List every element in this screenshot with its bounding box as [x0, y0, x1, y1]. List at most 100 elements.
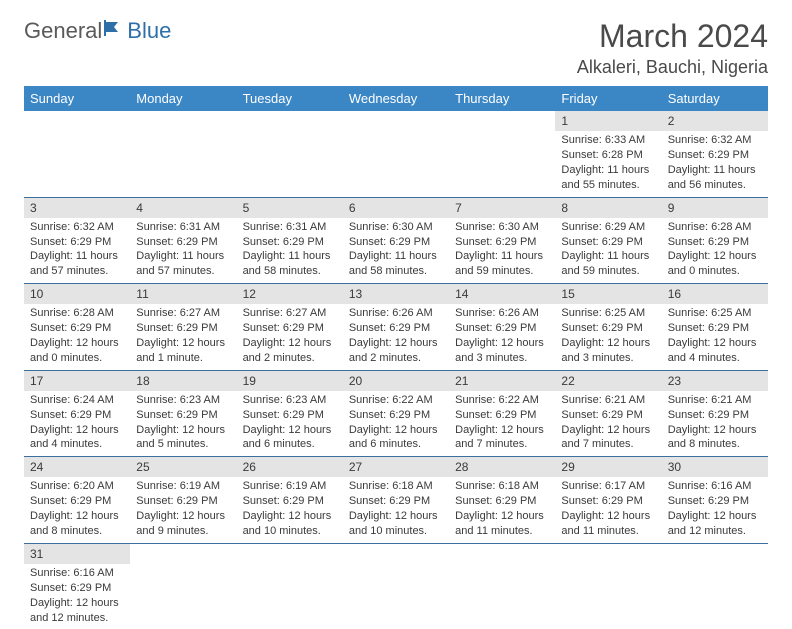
sunrise-text: Sunrise: 6:29 AM: [561, 220, 655, 235]
day-content: Sunrise: 6:30 AMSunset: 6:29 PMDaylight:…: [343, 218, 449, 283]
sunrise-text: Sunrise: 6:31 AM: [243, 220, 337, 235]
weekday-header: Monday: [130, 86, 236, 111]
sunset-text: Sunset: 6:29 PM: [668, 321, 762, 336]
sunrise-text: Sunrise: 6:16 AM: [30, 566, 124, 581]
day-number: 9: [662, 198, 768, 218]
sunrise-text: Sunrise: 6:28 AM: [668, 220, 762, 235]
daylight-text: Daylight: 11 hours and 57 minutes.: [136, 249, 230, 279]
day-content: Sunrise: 6:23 AMSunset: 6:29 PMDaylight:…: [130, 391, 236, 456]
day-number: 12: [237, 284, 343, 304]
daylight-text: Daylight: 12 hours and 3 minutes.: [455, 336, 549, 366]
daylight-text: Daylight: 12 hours and 2 minutes.: [349, 336, 443, 366]
day-content: Sunrise: 6:30 AMSunset: 6:29 PMDaylight:…: [449, 218, 555, 283]
day-content: Sunrise: 6:22 AMSunset: 6:29 PMDaylight:…: [449, 391, 555, 456]
day-number: 14: [449, 284, 555, 304]
day-number: 26: [237, 457, 343, 477]
sunset-text: Sunset: 6:28 PM: [561, 148, 655, 163]
calendar-cell: 22Sunrise: 6:21 AMSunset: 6:29 PMDayligh…: [555, 370, 661, 457]
daylight-text: Daylight: 12 hours and 4 minutes.: [668, 336, 762, 366]
daylight-text: Daylight: 11 hours and 59 minutes.: [561, 249, 655, 279]
day-content: Sunrise: 6:33 AMSunset: 6:28 PMDaylight:…: [555, 131, 661, 196]
daylight-text: Daylight: 12 hours and 10 minutes.: [349, 509, 443, 539]
sunset-text: Sunset: 6:29 PM: [668, 494, 762, 509]
page-title: March 2024: [577, 18, 768, 55]
daylight-text: Daylight: 12 hours and 11 minutes.: [455, 509, 549, 539]
sunset-text: Sunset: 6:29 PM: [561, 235, 655, 250]
day-content: Sunrise: 6:19 AMSunset: 6:29 PMDaylight:…: [130, 477, 236, 542]
location-text: Alkaleri, Bauchi, Nigeria: [577, 57, 768, 78]
calendar-cell: 20Sunrise: 6:22 AMSunset: 6:29 PMDayligh…: [343, 370, 449, 457]
day-number: 16: [662, 284, 768, 304]
day-number: 30: [662, 457, 768, 477]
calendar-cell: 27Sunrise: 6:18 AMSunset: 6:29 PMDayligh…: [343, 457, 449, 544]
day-content: Sunrise: 6:32 AMSunset: 6:29 PMDaylight:…: [24, 218, 130, 283]
calendar-cell: 3Sunrise: 6:32 AMSunset: 6:29 PMDaylight…: [24, 197, 130, 284]
calendar-cell: 17Sunrise: 6:24 AMSunset: 6:29 PMDayligh…: [24, 370, 130, 457]
day-number: 27: [343, 457, 449, 477]
day-content: Sunrise: 6:21 AMSunset: 6:29 PMDaylight:…: [555, 391, 661, 456]
sunset-text: Sunset: 6:29 PM: [243, 321, 337, 336]
day-content: Sunrise: 6:26 AMSunset: 6:29 PMDaylight:…: [343, 304, 449, 369]
calendar-cell: 18Sunrise: 6:23 AMSunset: 6:29 PMDayligh…: [130, 370, 236, 457]
day-number: 5: [237, 198, 343, 218]
day-number: 17: [24, 371, 130, 391]
day-content: Sunrise: 6:29 AMSunset: 6:29 PMDaylight:…: [555, 218, 661, 283]
sunset-text: Sunset: 6:29 PM: [349, 321, 443, 336]
calendar-table: Sunday Monday Tuesday Wednesday Thursday…: [24, 86, 768, 629]
sunset-text: Sunset: 6:29 PM: [243, 235, 337, 250]
flag-icon: [104, 16, 126, 42]
daylight-text: Daylight: 12 hours and 11 minutes.: [561, 509, 655, 539]
sunrise-text: Sunrise: 6:21 AM: [668, 393, 762, 408]
daylight-text: Daylight: 12 hours and 8 minutes.: [668, 423, 762, 453]
calendar-cell: 28Sunrise: 6:18 AMSunset: 6:29 PMDayligh…: [449, 457, 555, 544]
sunset-text: Sunset: 6:29 PM: [30, 494, 124, 509]
day-number: 10: [24, 284, 130, 304]
day-content: Sunrise: 6:25 AMSunset: 6:29 PMDaylight:…: [662, 304, 768, 369]
sunrise-text: Sunrise: 6:20 AM: [30, 479, 124, 494]
daylight-text: Daylight: 12 hours and 12 minutes.: [30, 596, 124, 626]
day-number: 8: [555, 198, 661, 218]
day-number: 1: [555, 111, 661, 131]
calendar-cell: [237, 543, 343, 629]
sunrise-text: Sunrise: 6:26 AM: [349, 306, 443, 321]
calendar-cell: 31Sunrise: 6:16 AMSunset: 6:29 PMDayligh…: [24, 543, 130, 629]
day-content: Sunrise: 6:18 AMSunset: 6:29 PMDaylight:…: [449, 477, 555, 542]
sunset-text: Sunset: 6:29 PM: [136, 408, 230, 423]
sunrise-text: Sunrise: 6:25 AM: [561, 306, 655, 321]
sunset-text: Sunset: 6:29 PM: [668, 235, 762, 250]
weekday-header: Sunday: [24, 86, 130, 111]
sunrise-text: Sunrise: 6:27 AM: [243, 306, 337, 321]
day-number: 11: [130, 284, 236, 304]
sunrise-text: Sunrise: 6:30 AM: [455, 220, 549, 235]
sunrise-text: Sunrise: 6:17 AM: [561, 479, 655, 494]
sunrise-text: Sunrise: 6:25 AM: [668, 306, 762, 321]
sunrise-text: Sunrise: 6:23 AM: [136, 393, 230, 408]
calendar-cell: 25Sunrise: 6:19 AMSunset: 6:29 PMDayligh…: [130, 457, 236, 544]
day-number: 3: [24, 198, 130, 218]
calendar-cell: 4Sunrise: 6:31 AMSunset: 6:29 PMDaylight…: [130, 197, 236, 284]
day-content: Sunrise: 6:28 AMSunset: 6:29 PMDaylight:…: [662, 218, 768, 283]
day-content: Sunrise: 6:16 AMSunset: 6:29 PMDaylight:…: [24, 564, 130, 629]
calendar-cell: 26Sunrise: 6:19 AMSunset: 6:29 PMDayligh…: [237, 457, 343, 544]
sunrise-text: Sunrise: 6:23 AM: [243, 393, 337, 408]
day-number: 28: [449, 457, 555, 477]
day-content: Sunrise: 6:27 AMSunset: 6:29 PMDaylight:…: [237, 304, 343, 369]
daylight-text: Daylight: 12 hours and 10 minutes.: [243, 509, 337, 539]
sunrise-text: Sunrise: 6:18 AM: [349, 479, 443, 494]
calendar-cell: [237, 111, 343, 197]
calendar-cell: [130, 111, 236, 197]
daylight-text: Daylight: 12 hours and 3 minutes.: [561, 336, 655, 366]
weekday-header: Tuesday: [237, 86, 343, 111]
day-content: Sunrise: 6:16 AMSunset: 6:29 PMDaylight:…: [662, 477, 768, 542]
sunrise-text: Sunrise: 6:19 AM: [136, 479, 230, 494]
day-number: 24: [24, 457, 130, 477]
day-content: Sunrise: 6:19 AMSunset: 6:29 PMDaylight:…: [237, 477, 343, 542]
calendar-cell: [343, 111, 449, 197]
sunset-text: Sunset: 6:29 PM: [455, 494, 549, 509]
sunrise-text: Sunrise: 6:31 AM: [136, 220, 230, 235]
weekday-header: Friday: [555, 86, 661, 111]
sunset-text: Sunset: 6:29 PM: [30, 581, 124, 596]
sunrise-text: Sunrise: 6:22 AM: [455, 393, 549, 408]
calendar-cell: [449, 111, 555, 197]
calendar-cell: [662, 543, 768, 629]
